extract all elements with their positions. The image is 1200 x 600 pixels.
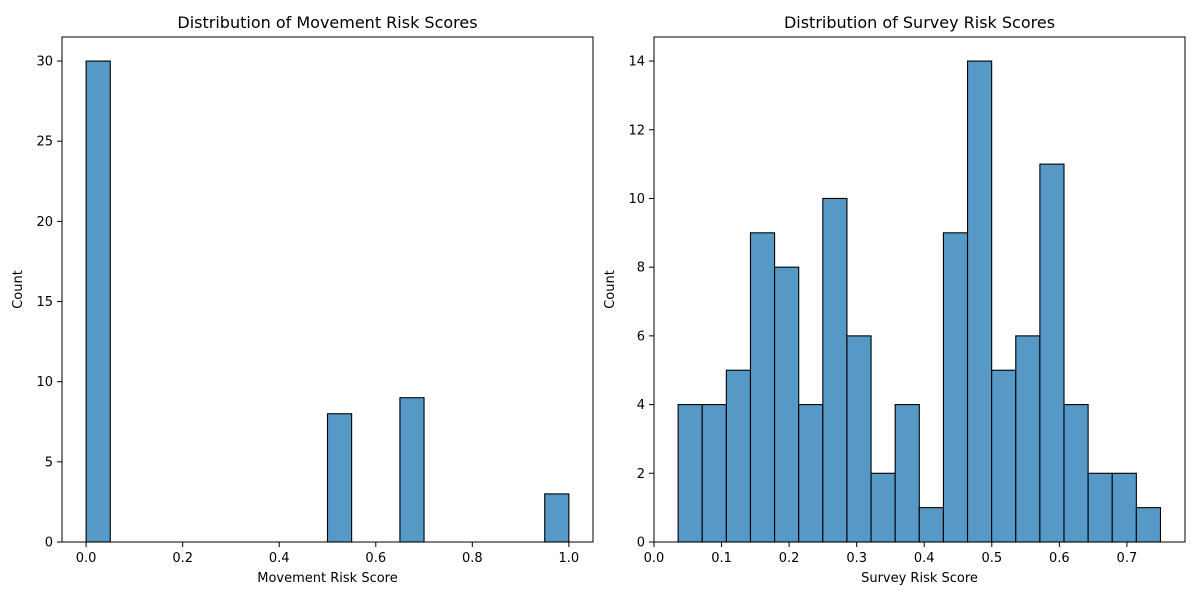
survey-bar-2 bbox=[725, 369, 752, 543]
survey-bar-14 bbox=[1015, 335, 1041, 543]
survey-bar-13 bbox=[991, 369, 1017, 543]
survey-histogram: 0.0 0.1 0.2 0.3 0.4 0.5 0.6 0.7 0 2 4 6 8 10 12 14 Dis… bbox=[603, 13, 1186, 586]
movement-x-tick-label-1: 0.2 bbox=[172, 551, 193, 566]
survey-chart-title: Distribution of Survey Risk Scores bbox=[784, 13, 1055, 32]
survey-y-tick-label-5: 10 bbox=[628, 192, 645, 207]
survey-bar-15 bbox=[1039, 163, 1065, 543]
survey-bar-10 bbox=[918, 507, 944, 543]
movement-y-tick-label-2: 10 bbox=[36, 375, 53, 390]
movement-histogram: 0.0 0.2 0.4 0.6 0.8 1.0 0 5 10 15 20 25 30 Distribu… bbox=[11, 13, 594, 586]
survey-y-tick-label-0: 0 bbox=[637, 536, 645, 551]
survey-x-tick-label-2: 0.2 bbox=[779, 551, 800, 566]
movement-y-tick-label-0: 0 bbox=[45, 536, 53, 551]
survey-y-tick-label-1: 2 bbox=[637, 467, 645, 482]
movement-x-tick-label-4: 0.8 bbox=[462, 551, 483, 566]
survey-bar-0 bbox=[677, 404, 703, 543]
survey-x-ticks: 0.0 0.1 0.2 0.3 0.4 0.5 0.6 0.7 bbox=[644, 542, 1138, 566]
survey-y-tick-label-4: 8 bbox=[637, 261, 645, 276]
survey-x-tick-label-3: 0.3 bbox=[846, 551, 867, 566]
survey-axes-frame bbox=[653, 36, 1186, 543]
movement-bar-2 bbox=[399, 397, 425, 543]
survey-bar-18 bbox=[1111, 472, 1137, 543]
movement-y-ticks: 0 5 10 15 20 25 30 bbox=[36, 55, 62, 551]
movement-bars bbox=[85, 60, 570, 543]
movement-y-tick-label-4: 20 bbox=[36, 215, 53, 230]
survey-bar-8 bbox=[870, 472, 896, 543]
survey-x-tick-label-5: 0.5 bbox=[981, 551, 1002, 566]
survey-y-tick-label-7: 14 bbox=[628, 55, 645, 70]
survey-y-tick-label-6: 12 bbox=[628, 123, 645, 138]
survey-y-ticks: 0 2 4 6 8 10 12 14 bbox=[628, 55, 654, 551]
movement-x-tick-label-3: 0.6 bbox=[365, 551, 386, 566]
movement-y-tick-label-1: 5 bbox=[45, 455, 53, 470]
movement-y-tick-label-6: 30 bbox=[36, 55, 53, 70]
survey-bar-7 bbox=[846, 335, 872, 543]
survey-bar-11 bbox=[942, 232, 969, 543]
survey-bar-1 bbox=[701, 404, 727, 543]
survey-x-tick-label-1: 0.1 bbox=[711, 551, 732, 566]
movement-x-tick-label-2: 0.4 bbox=[269, 551, 290, 566]
survey-x-tick-label-0: 0.0 bbox=[644, 551, 665, 566]
survey-bar-3 bbox=[749, 232, 776, 543]
movement-y-tick-label-5: 25 bbox=[36, 135, 53, 150]
survey-bar-4 bbox=[774, 266, 800, 543]
survey-x-tick-label-7: 0.7 bbox=[1117, 551, 1138, 566]
movement-y-tick-label-3: 15 bbox=[36, 295, 53, 310]
survey-bar-16 bbox=[1063, 404, 1089, 543]
movement-y-axis-label: Count bbox=[11, 270, 26, 309]
movement-x-axis-label: Movement Risk Score bbox=[257, 571, 397, 586]
movement-x-ticks: 0.0 0.2 0.4 0.6 0.8 1.0 bbox=[76, 542, 579, 566]
survey-x-tick-label-4: 0.4 bbox=[914, 551, 935, 566]
movement-bar-0 bbox=[85, 60, 111, 543]
movement-chart-title: Distribution of Movement Risk Scores bbox=[177, 13, 477, 32]
survey-y-tick-label-3: 6 bbox=[637, 329, 645, 344]
survey-x-axis-label: Survey Risk Score bbox=[861, 571, 978, 586]
movement-bar-1 bbox=[326, 413, 353, 543]
survey-x-tick-label-6: 0.6 bbox=[1049, 551, 1070, 566]
movement-x-tick-label-0: 0.0 bbox=[76, 551, 97, 566]
movement-x-tick-label-5: 1.0 bbox=[559, 551, 580, 566]
survey-bar-9 bbox=[894, 404, 920, 543]
movement-bar-3 bbox=[544, 493, 570, 543]
survey-bar-6 bbox=[822, 197, 848, 543]
survey-bar-19 bbox=[1135, 507, 1162, 543]
survey-y-axis-label: Count bbox=[603, 270, 618, 309]
survey-bar-5 bbox=[798, 404, 824, 543]
survey-y-tick-label-2: 4 bbox=[637, 398, 645, 413]
movement-axes-frame bbox=[61, 36, 594, 543]
survey-bar-12 bbox=[966, 60, 993, 543]
survey-bar-17 bbox=[1087, 472, 1113, 543]
